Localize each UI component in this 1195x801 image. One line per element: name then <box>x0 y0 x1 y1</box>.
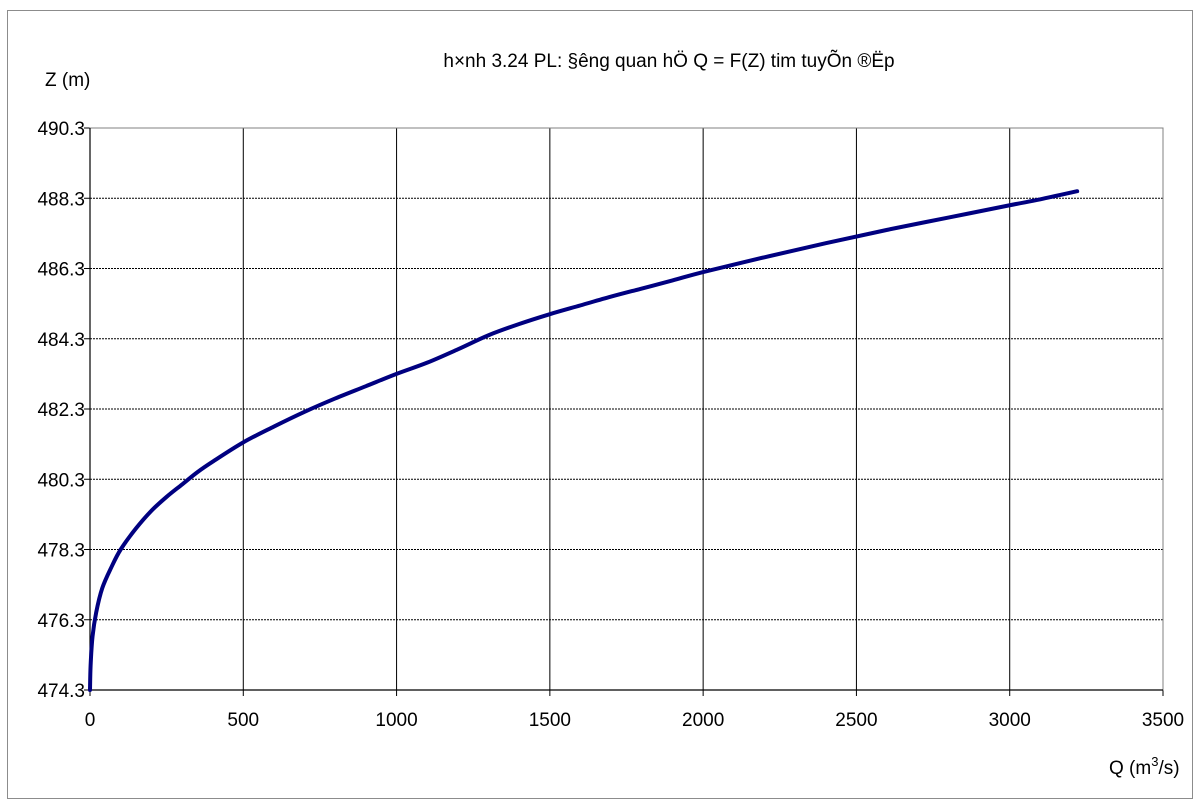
x-tick-label: 2500 <box>835 710 877 731</box>
x-axis-title-tail: /s) <box>1158 758 1179 779</box>
x-tick-label: 500 <box>227 710 259 731</box>
x-tick-label: 1000 <box>375 710 417 731</box>
chart-frame <box>7 10 1193 799</box>
x-axis-title-sup: 3 <box>1151 754 1158 769</box>
x-tick-label: 2000 <box>682 710 724 731</box>
y-tick-label: 484.3 <box>37 330 85 351</box>
x-tick-label: 0 <box>85 710 96 731</box>
y-tick-label: 490.3 <box>37 119 85 140</box>
y-tick-label: 478.3 <box>37 541 85 562</box>
y-axis-title: Z (m) <box>45 70 90 91</box>
y-tick-label: 474.3 <box>37 681 85 702</box>
x-axis-title-main: Q (m <box>1109 758 1151 779</box>
y-tick-label: 486.3 <box>37 260 85 281</box>
y-tick-label: 480.3 <box>37 470 85 491</box>
x-axis-title: Q (m3/s) <box>1109 754 1180 779</box>
y-tick-label: 476.3 <box>37 611 85 632</box>
x-tick-label: 3500 <box>1142 710 1184 731</box>
chart-title: h×nh 3.24 PL: §­êng quan hÖ Q = F(Z) tim… <box>443 50 894 72</box>
y-tick-label: 488.3 <box>37 189 85 210</box>
series-line <box>88 189 1080 692</box>
plot-area: 474.3 476.3 478.3 480.3 482.3 484.3 486.3 488.3… <box>37 119 1184 731</box>
y-tick-label: 482.3 <box>37 400 85 421</box>
x-tick-label: 3000 <box>989 710 1031 731</box>
x-tick-label: 1500 <box>529 710 571 731</box>
